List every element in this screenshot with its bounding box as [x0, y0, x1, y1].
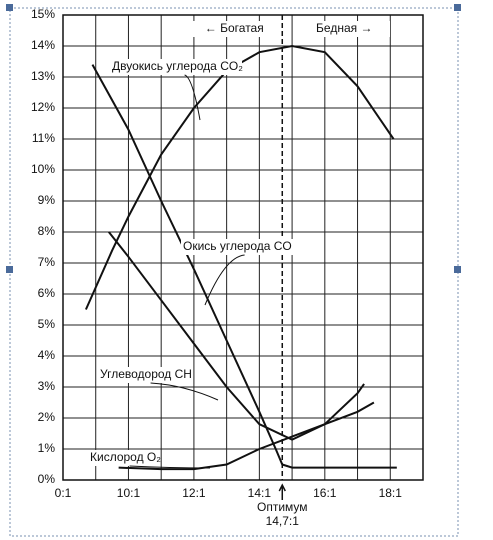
y-tick-label: 8%: [38, 224, 56, 238]
optimum-value-label: 14,7:1: [266, 514, 300, 528]
label-bg: [98, 367, 190, 383]
series-line: [118, 401, 375, 471]
label-arrow: [204, 254, 245, 306]
y-tick-label: 1%: [38, 441, 56, 455]
series-label: Углеводород CH: [100, 367, 192, 381]
series-label: Двуокись углерода CO₂: [112, 59, 243, 73]
label-arrow: [150, 382, 219, 401]
label-bg: [181, 239, 293, 255]
region-bg: [310, 21, 390, 37]
handle: [454, 4, 461, 11]
y-tick-label: 13%: [31, 69, 55, 83]
optimum-label: Оптимум: [257, 500, 308, 514]
x-tick-label: 16:1: [313, 486, 337, 500]
x-tick-label: 18:1: [379, 486, 403, 500]
series-line: [91, 64, 397, 469]
selection-frame: [9, 7, 459, 537]
series-line: [108, 231, 365, 441]
x-tick-label: 12:1: [182, 486, 206, 500]
x-tick-label: 0:1: [55, 486, 72, 500]
y-tick-label: 7%: [38, 255, 56, 269]
region-label: Бедная →: [316, 21, 372, 35]
x-tick-label: 14:1: [248, 486, 272, 500]
y-tick-label: 6%: [38, 286, 56, 300]
series-label: Окись углерода CO: [183, 239, 292, 253]
y-tick-label: 5%: [38, 317, 56, 331]
plot: 0% 1% 2% 3% 4% 5% 6% 7% 8% 9% 10% 11% 12% 13% 14% 15% 0:…: [31, 7, 424, 528]
optimum-arrow: [278, 483, 286, 500]
handle: [6, 4, 13, 11]
region-label: ← Богатая: [205, 21, 264, 35]
region-bg: [190, 21, 280, 37]
y-tick-label: 11%: [32, 131, 55, 145]
label-bg: [88, 450, 160, 466]
y-tick-label: 9%: [38, 193, 56, 207]
x-tick-label: 10:1: [117, 486, 141, 500]
y-tick-label: 12%: [31, 100, 55, 114]
series-line: [84, 44, 395, 310]
y-tick-label: 4%: [38, 348, 56, 362]
label-arrow: [184, 74, 201, 121]
y-tick-label: 3%: [38, 379, 56, 393]
y-tick-label: 15%: [31, 7, 55, 21]
y-tick-label: 2%: [38, 410, 56, 424]
y-tick-label: 14%: [31, 38, 55, 52]
plot-frame: [62, 14, 424, 481]
y-tick-label: 10%: [31, 162, 55, 176]
y-tick-label: 0%: [38, 472, 56, 486]
label-arrow: [129, 465, 211, 469]
series-label: Кислород O₂: [90, 450, 161, 464]
handle: [6, 266, 13, 273]
label-bg: [110, 59, 242, 75]
handle: [454, 266, 461, 273]
